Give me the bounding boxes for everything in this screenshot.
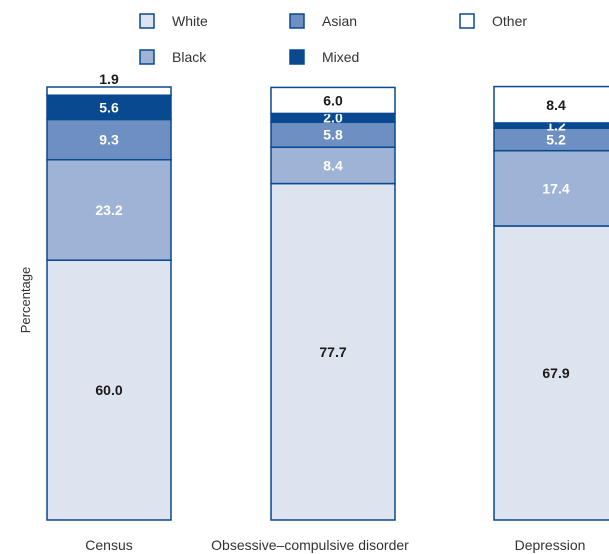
legend-label-black: Black	[172, 49, 207, 65]
data-label-asian: 5.8	[323, 127, 343, 143]
bar-group-census: 60.0 23.2 9.3 5.6 1.9	[46, 71, 172, 521]
category-label-obsessive-compulsive-disorder: Obsessive–compulsive disorder	[211, 537, 409, 553]
category-labels: Census Obsessive–compulsive disorder Depre…	[85, 537, 585, 553]
legend-swatch-white	[139, 13, 155, 29]
bar-segment-white	[46, 259, 172, 521]
bar-segment-other	[46, 86, 172, 96]
bar-segment-other	[493, 85, 609, 124]
data-label-asian: 9.3	[99, 132, 119, 148]
data-label-black: 8.4	[323, 157, 343, 173]
category-label-census: Census	[85, 537, 132, 553]
bar-group-obsessive-compulsive-disorder: 77.78.45.82.06.0	[270, 86, 396, 521]
legend-swatch-mixed	[289, 49, 305, 65]
data-label-white: 67.9	[542, 365, 569, 381]
legend-label-mixed: Mixed	[322, 49, 359, 65]
data-label-black: 17.4	[542, 180, 569, 196]
bar-segment-asian	[270, 121, 396, 148]
category-label-depression: Depression	[515, 537, 586, 553]
bar-segment-black	[270, 146, 396, 185]
data-label-other: 6.0	[323, 92, 343, 108]
legend-swatch-asian	[289, 13, 305, 29]
y-axis-label: Percentage	[18, 267, 33, 334]
data-label-asian: 5.2	[546, 131, 566, 147]
legend-label-white: White	[172, 13, 208, 29]
data-label-mixed: 5.6	[99, 99, 119, 115]
legend-swatch-other	[459, 13, 475, 29]
bar-segment-other	[270, 86, 396, 115]
data-label-other: 1.9	[99, 71, 119, 87]
legend-label-asian: Asian	[322, 13, 357, 29]
bar-segment-black	[46, 158, 172, 261]
data-label-white: 77.7	[319, 344, 346, 360]
legend-swatch-black	[139, 49, 155, 65]
bar-segment-white	[270, 182, 396, 521]
legend-label-other: Other	[492, 13, 527, 29]
bar-segment-white	[493, 225, 609, 521]
bar-segment-mixed	[46, 94, 172, 121]
legend: White Asian Other Black Mixed	[139, 13, 527, 65]
data-label-other: 8.4	[546, 97, 566, 113]
bar-segment-black	[493, 149, 609, 227]
bars: 60.023.29.35.61.977.78.45.82.06.067.917.…	[46, 71, 609, 521]
data-label-black: 23.2	[95, 202, 122, 218]
data-label-white: 60.0	[95, 382, 122, 398]
bar-group-depression: 67.917.45.21.28.4	[493, 85, 609, 521]
